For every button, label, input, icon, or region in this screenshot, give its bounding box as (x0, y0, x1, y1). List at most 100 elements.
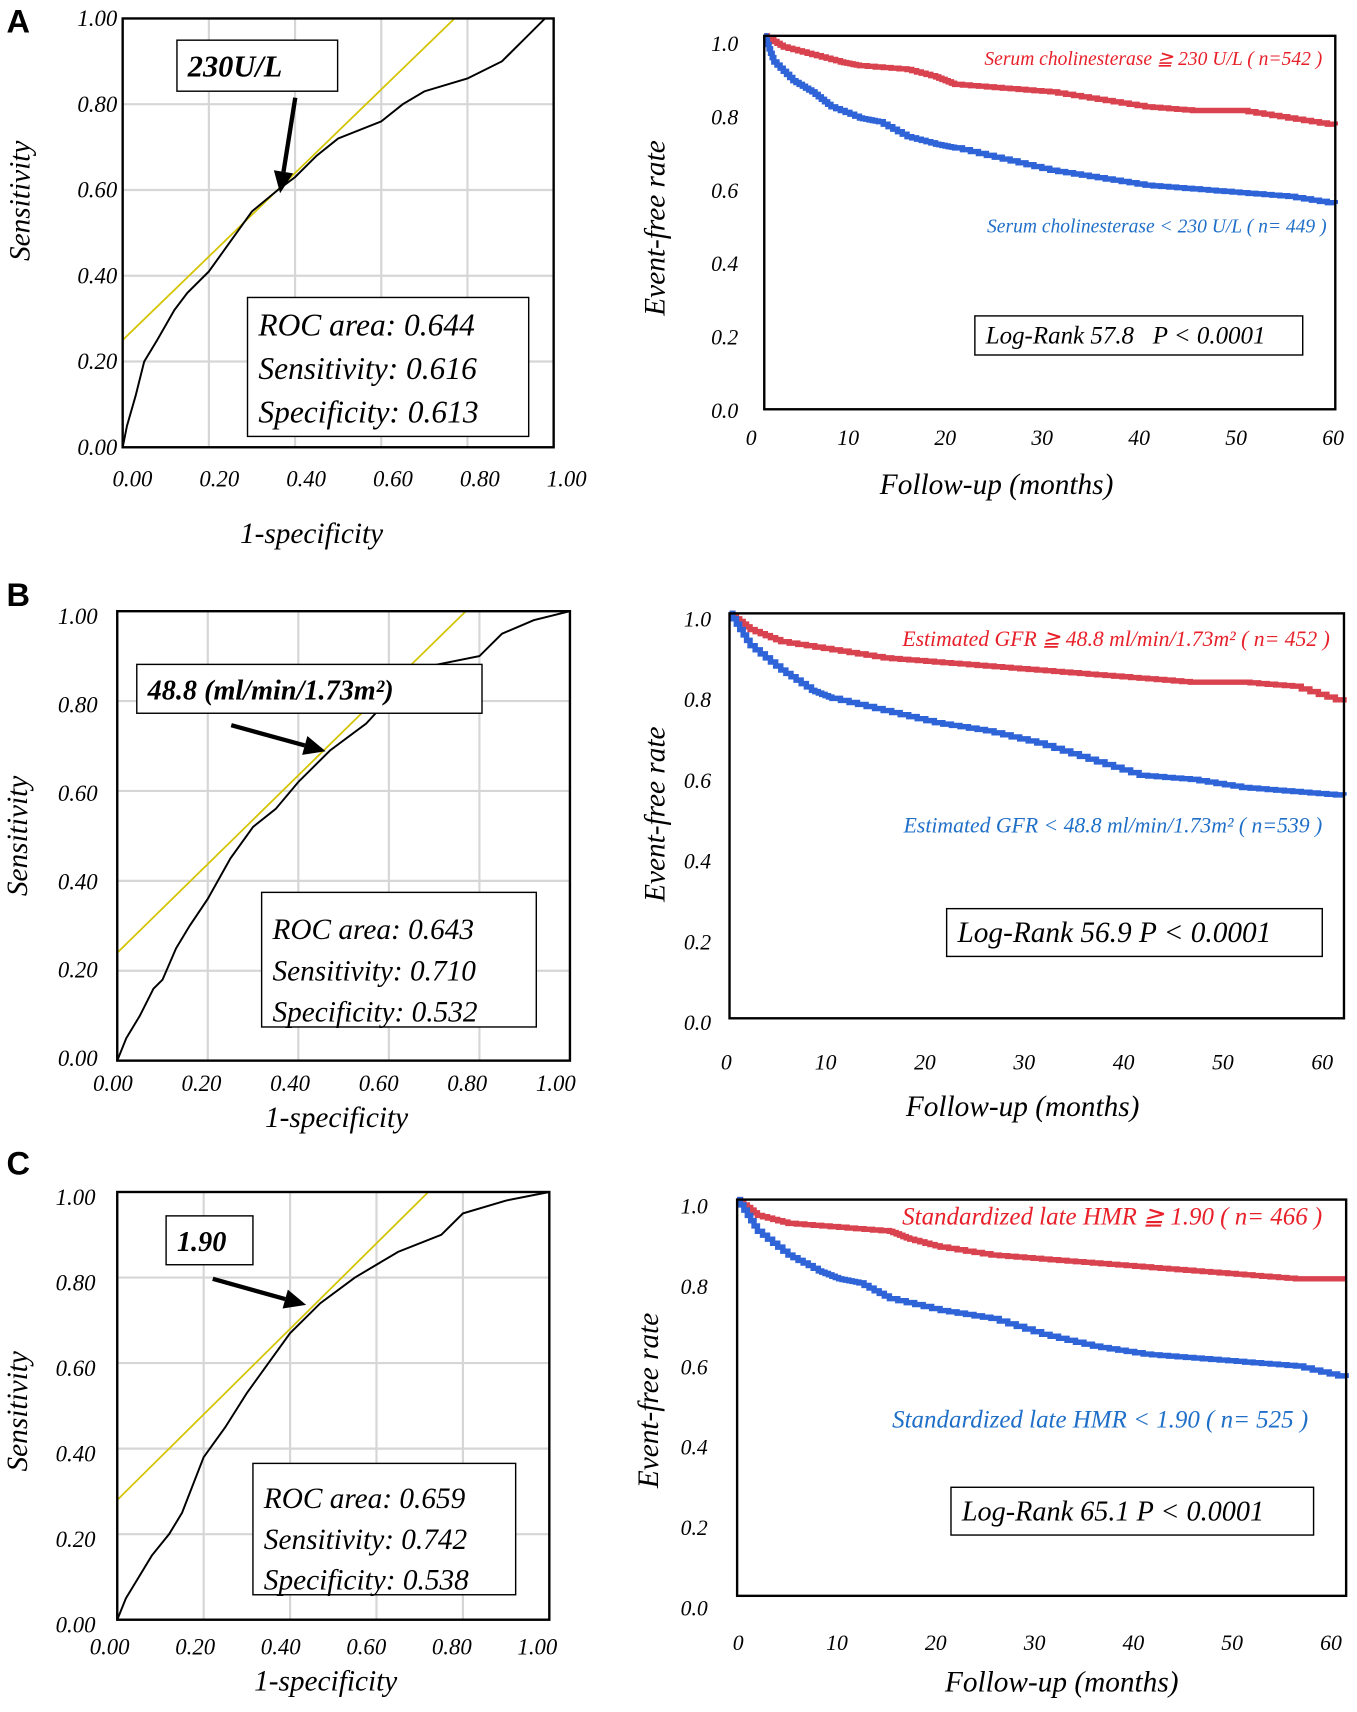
y-tick-label: 0.2 (681, 1516, 708, 1540)
x-tick-label: 40 (1113, 1050, 1135, 1074)
x-tick-label: 10 (837, 426, 859, 450)
y-tick-label: 0.80 (56, 1271, 96, 1296)
x-axis-label: Follow-up (months) (879, 469, 1114, 501)
y-tick-label: 0.60 (56, 1356, 96, 1381)
roc-stats-box (260, 891, 537, 1028)
x-tick-label: 20 (925, 1631, 947, 1655)
cutoff-arrow (230, 723, 306, 748)
panel-letter: B (7, 577, 31, 613)
x-axis-label: 1-specificity (265, 1102, 409, 1134)
x-tick-label: 50 (1225, 426, 1247, 450)
cutoff-arrowhead (302, 736, 326, 755)
y-tick-label: 0.0 (684, 1011, 711, 1035)
y-axis-label: Sensitivity (2, 1350, 34, 1471)
roc-stat-line: ROC area: 0.643 (271, 914, 474, 946)
y-tick-label: 0.2 (684, 930, 711, 954)
cutoff-label-box (176, 39, 339, 92)
panel-letter: A (7, 4, 31, 40)
km-curve-high (764, 33, 1339, 127)
y-tick-label: 0.40 (77, 263, 117, 288)
y-axis-label: Event-free rate (639, 726, 671, 902)
x-tick-label: 0.00 (90, 1634, 130, 1659)
km-curve-low (737, 1196, 1349, 1379)
x-tick-label: 10 (815, 1050, 837, 1074)
x-tick-label: 0 (733, 1631, 744, 1655)
x-tick-label: 0.80 (447, 1071, 487, 1096)
x-tick-label: 0.20 (182, 1071, 222, 1096)
y-tick-label: 1.0 (681, 1195, 708, 1219)
y-tick-label: 0.20 (77, 349, 117, 374)
x-tick-label: 20 (934, 426, 956, 450)
legend-label-high: Serum cholinesterase ≧ 230 U/L ( n=542 ) (984, 49, 1322, 70)
y-tick-label: 1.0 (711, 32, 738, 56)
roc-stat-line: Sensitivity: 0.742 (264, 1524, 467, 1556)
roc-curve (116, 1191, 550, 1621)
x-tick-label: 0.20 (199, 466, 239, 491)
y-tick-label: 0.8 (684, 688, 711, 712)
y-tick-label: 0.20 (58, 958, 98, 983)
legend-label-high: Estimated GFR ≧ 48.8 ml/min/1.73m² ( n= … (901, 627, 1330, 651)
legend-label-low: Standardized late HMR < 1.90 ( n= 525 ) (892, 1407, 1308, 1434)
legend-label-high: Standardized late HMR ≧ 1.90 ( n= 466 ) (902, 1204, 1322, 1231)
y-tick-label: 0.6 (681, 1355, 708, 1379)
cutoff-label-box (136, 663, 483, 714)
log-rank-box (945, 907, 1323, 958)
y-tick-label: 0.0 (711, 399, 738, 423)
legend-label-low: Estimated GFR < 48.8 ml/min/1.73m² ( n=5… (903, 814, 1323, 838)
x-tick-label: 40 (1128, 426, 1150, 450)
y-tick-label: 0.00 (56, 1613, 96, 1638)
cutoff-arrowhead (273, 170, 294, 194)
x-tick-label: 60 (1320, 1631, 1342, 1655)
km-curve-high (737, 1196, 1347, 1282)
roc-curve (121, 17, 546, 448)
y-tick-label: 1.00 (56, 1185, 96, 1210)
y-tick-label: 0.80 (77, 92, 117, 117)
y-axis-label: Sensitivity (2, 775, 34, 896)
roc-stats-box (246, 296, 530, 438)
roc-stat-line: Specificity: 0.532 (272, 997, 477, 1029)
y-tick-label: 1.00 (58, 604, 98, 629)
cutoff-arrow (281, 97, 298, 173)
km-chart-a: 0.0 0.2 0.4 0.6 0.8 1.0 0 10 20 30 40 50 60 Follow-up… (639, 32, 1344, 501)
x-tick-label: 1.00 (536, 1071, 576, 1096)
x-axis-label: 1-specificity (254, 1665, 398, 1697)
y-tick-label: 0.0 (681, 1596, 708, 1620)
roc-stats-box (252, 1462, 517, 1596)
y-tick-label: 0.00 (77, 435, 117, 460)
y-tick-label: 0.60 (77, 178, 117, 203)
x-tick-label: 50 (1212, 1050, 1234, 1074)
x-tick-label: 0 (721, 1050, 732, 1074)
y-tick-label: 0.6 (684, 769, 711, 793)
y-tick-label: 0.40 (58, 869, 98, 894)
y-tick-label: 0.2 (711, 326, 738, 350)
y-tick-label: 0.8 (681, 1275, 708, 1299)
log-rank-annotation: Log-Rank 65.1 P < 0.0001 (961, 1496, 1264, 1527)
plot-frame (763, 34, 1337, 411)
x-tick-label: 30 (1023, 1631, 1046, 1655)
plot-frame (728, 612, 1346, 1020)
x-tick-label: 60 (1322, 426, 1344, 450)
x-tick-label: 0.20 (175, 1634, 215, 1659)
roc-chart-b: B 0.00 0.20 0.40 0.60 0.80 1.00 0.00 0.20 0.40 0.6… (2, 577, 576, 1134)
x-tick-label: 0 (746, 426, 757, 450)
x-tick-label: 0.60 (373, 466, 413, 491)
km-curve-high (729, 610, 1347, 703)
x-tick-label: 1.00 (517, 1634, 557, 1659)
plot-frame (735, 1198, 1348, 1598)
y-tick-label: 0.60 (58, 781, 98, 806)
plot-frame (121, 17, 555, 449)
roc-chart-a: A 0.00 0.20 0.40 0.60 0.80 1.00 0.00 0.20 0.40 0.6… (4, 4, 587, 550)
x-tick-label: 20 (914, 1050, 936, 1074)
x-tick-label: 0.60 (359, 1071, 399, 1096)
y-tick-label: 0.20 (56, 1527, 96, 1552)
y-tick-label: 0.80 (58, 693, 98, 718)
y-tick-label: 1.00 (77, 6, 117, 31)
x-tick-label: 0.40 (261, 1634, 301, 1659)
roc-stat-line: Specificity: 0.538 (264, 1564, 469, 1596)
log-rank-annotation: Log-Rank 56.9 P < 0.0001 (956, 917, 1271, 949)
y-tick-label: 1.0 (684, 607, 711, 631)
plot-frame (116, 1190, 551, 1621)
x-tick-label: 0.00 (113, 466, 153, 491)
roc-chart-c: C 0.00 0.20 0.40 0.60 0.80 1.00 0.00 0.20 0.40 0.6… (2, 1146, 558, 1698)
